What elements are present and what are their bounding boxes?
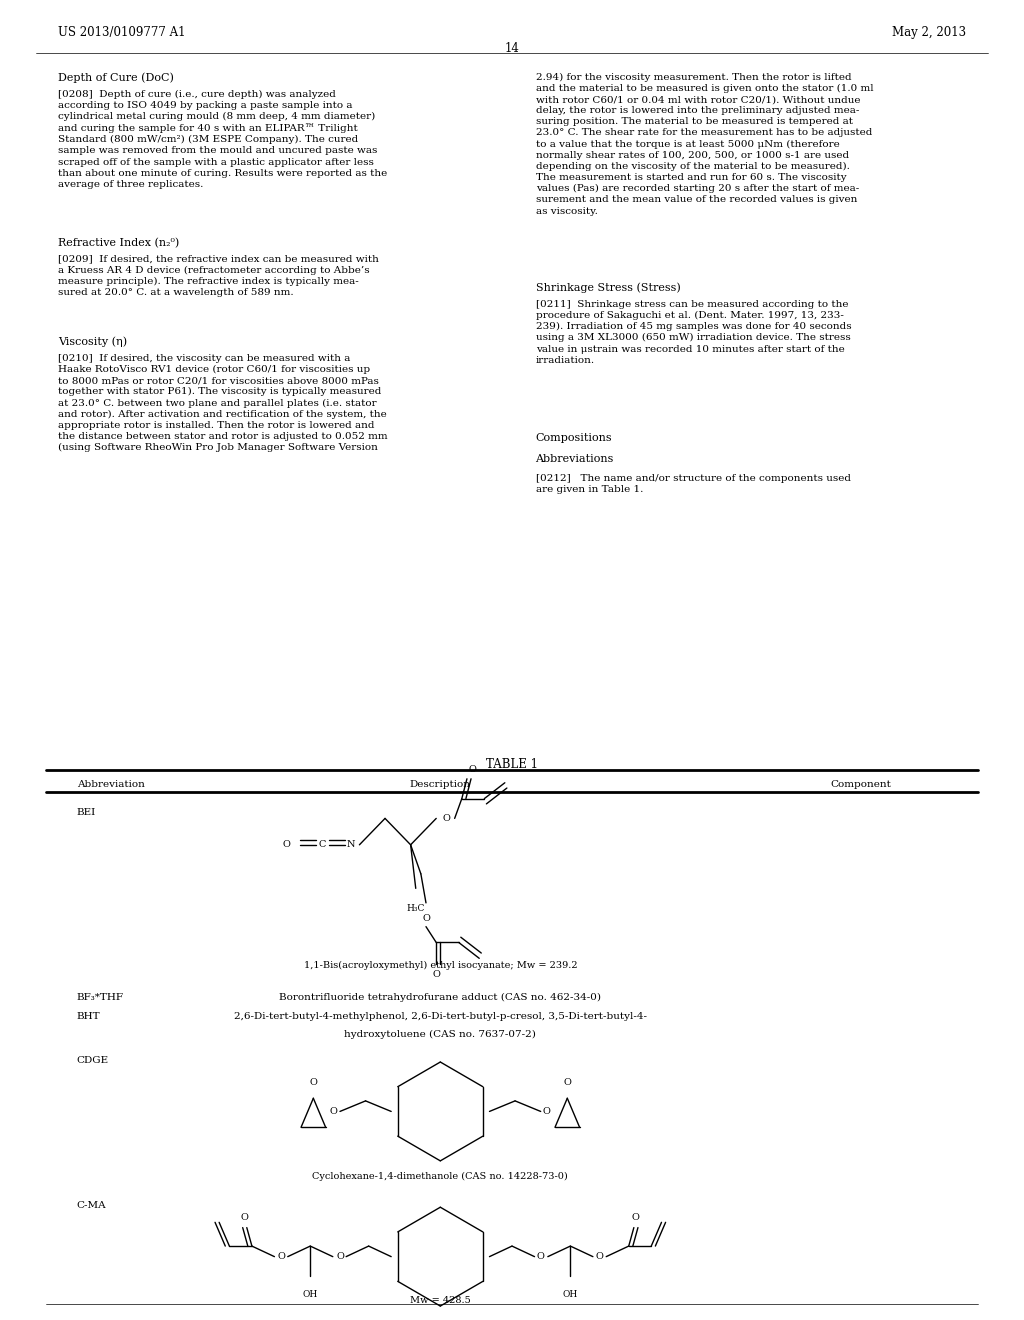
Text: O: O xyxy=(432,970,440,978)
Text: TABLE 1: TABLE 1 xyxy=(486,758,538,771)
Text: BHT: BHT xyxy=(77,1012,100,1022)
Text: O: O xyxy=(563,1078,571,1086)
Text: Cyclohexane-1,4-dimethanole (CAS no. 14228-73-0): Cyclohexane-1,4-dimethanole (CAS no. 142… xyxy=(312,1172,568,1181)
Text: BEI: BEI xyxy=(77,808,96,817)
Text: US 2013/0109777 A1: US 2013/0109777 A1 xyxy=(58,26,186,40)
Text: O: O xyxy=(543,1107,551,1115)
Text: O: O xyxy=(632,1213,640,1221)
Text: Abbreviation: Abbreviation xyxy=(77,780,144,789)
Text: O: O xyxy=(595,1253,603,1261)
Text: H₃C: H₃C xyxy=(407,904,425,913)
Text: O: O xyxy=(336,1253,344,1261)
Text: O: O xyxy=(278,1253,286,1261)
Text: N: N xyxy=(347,841,355,849)
Text: C-MA: C-MA xyxy=(77,1201,106,1210)
Text: [0209]  If desired, the refractive index can be measured with
a Kruess AR 4 D de: [0209] If desired, the refractive index … xyxy=(58,255,379,297)
Text: Mw = 428.5: Mw = 428.5 xyxy=(410,1296,471,1305)
Text: C: C xyxy=(318,841,327,849)
Text: 1,1-Bis(acroyloxymethyl) ethyl isocyanate; Mw = 239.2: 1,1-Bis(acroyloxymethyl) ethyl isocyanat… xyxy=(303,961,578,970)
Text: hydroxytoluene (CAS no. 7637-07-2): hydroxytoluene (CAS no. 7637-07-2) xyxy=(344,1030,537,1039)
Text: 2,6-Di-tert-butyl-4-methylphenol, 2,6-Di-tert-butyl-p-cresol, 3,5-Di-tert-butyl-: 2,6-Di-tert-butyl-4-methylphenol, 2,6-Di… xyxy=(233,1012,647,1022)
Text: [0211]  Shrinkage stress can be measured according to the
procedure of Sakaguchi: [0211] Shrinkage stress can be measured … xyxy=(536,300,851,364)
Text: O: O xyxy=(442,814,451,822)
Text: O: O xyxy=(468,766,476,774)
Text: O: O xyxy=(241,1213,249,1221)
Text: Component: Component xyxy=(830,780,891,789)
Text: Shrinkage Stress (Stress): Shrinkage Stress (Stress) xyxy=(536,282,680,293)
Text: 2.94) for the viscosity measurement. Then the rotor is lifted
and the material t: 2.94) for the viscosity measurement. The… xyxy=(536,73,873,215)
Text: Refractive Index (n₂⁰): Refractive Index (n₂⁰) xyxy=(58,238,179,248)
Text: 14: 14 xyxy=(505,42,519,55)
Text: Borontrifluoride tetrahydrofurane adduct (CAS no. 462-34-0): Borontrifluoride tetrahydrofurane adduct… xyxy=(280,993,601,1002)
Text: Description: Description xyxy=(410,780,471,789)
Text: CDGE: CDGE xyxy=(77,1056,109,1065)
Text: Abbreviations: Abbreviations xyxy=(536,454,614,465)
Text: [0210]  If desired, the viscosity can be measured with a
Haake RotoVisco RV1 dev: [0210] If desired, the viscosity can be … xyxy=(58,354,388,453)
Text: O: O xyxy=(422,915,430,923)
Text: Compositions: Compositions xyxy=(536,433,612,444)
Text: OH: OH xyxy=(303,1290,317,1299)
Text: [0208]  Depth of cure (i.e., cure depth) was analyzed
according to ISO 4049 by p: [0208] Depth of cure (i.e., cure depth) … xyxy=(58,90,388,189)
Text: O: O xyxy=(537,1253,545,1261)
Text: Viscosity (η): Viscosity (η) xyxy=(58,337,128,347)
Text: OH: OH xyxy=(563,1290,578,1299)
Text: [0212]   The name and/or structure of the components used
are given in Table 1.: [0212] The name and/or structure of the … xyxy=(536,474,851,494)
Text: BF₃*THF: BF₃*THF xyxy=(77,993,124,1002)
Text: O: O xyxy=(283,841,291,849)
Text: Depth of Cure (DoC): Depth of Cure (DoC) xyxy=(58,73,174,83)
Text: O: O xyxy=(309,1078,317,1086)
Text: O: O xyxy=(330,1107,338,1115)
Text: May 2, 2013: May 2, 2013 xyxy=(892,26,966,40)
